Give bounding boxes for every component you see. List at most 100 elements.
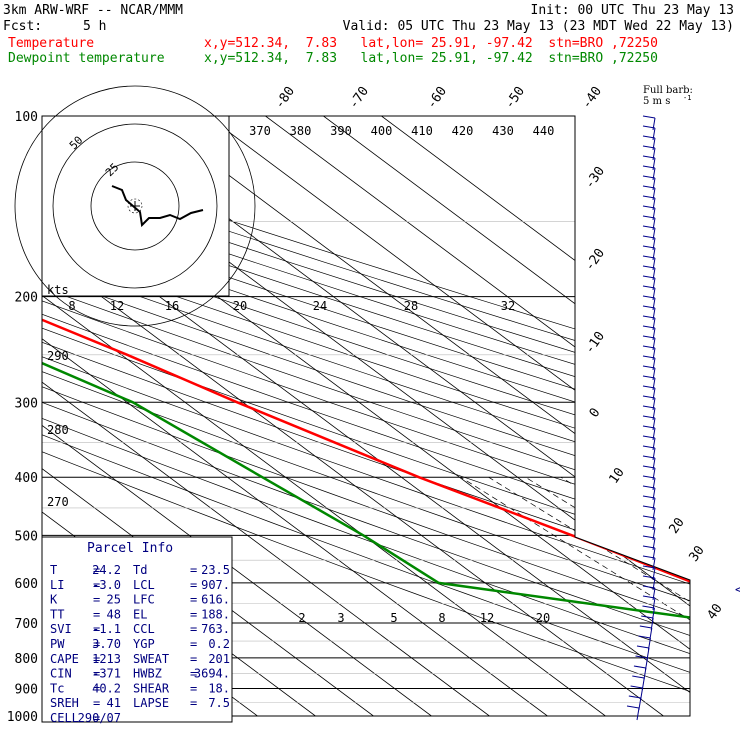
wind-barb-flag [642,135,656,139]
isotherm-line [381,116,690,716]
wind-barb-flag [642,285,656,289]
forecast-label: Fcst: [3,19,43,34]
pressure-label: 900 [15,683,38,698]
wind-barb-flag [642,145,656,149]
parcel-info-key: LFC [133,593,155,607]
isotherm-label: -30 [582,164,608,192]
wind-barb-flag [642,545,656,549]
theta-label: 410 [411,124,433,138]
parcel-info-value: 1213 [92,652,121,666]
theta-label: 440 [533,124,555,138]
mixing-ratio-label: 12 [480,611,494,625]
init-time: Init: 00 UTC Thu 23 May 13 [530,3,735,18]
isotherm-label: -60 [424,84,450,112]
parcel-info-key: CIN [50,667,72,681]
pressure-label: 200 [15,291,38,306]
parcel-info-eq: = [190,607,197,621]
wind-barb-flag [642,315,656,319]
barb-legend-exponent: -1 [683,94,692,102]
parcel-info-key: LAPSE [133,696,169,710]
hodo-ring-inner [127,198,143,214]
wind-barb-flag [642,125,656,129]
hodograph [14,85,256,327]
parcel-info-value: -1.1 [92,622,121,636]
wind-barb-flag [642,175,656,179]
wind-barb-flag [639,625,652,629]
hodo-axis-label: 32 [501,299,515,313]
wind-barb-flag [642,515,656,519]
parcel-info-eq: = [190,667,197,681]
parcel-info-value: 201 [208,652,230,666]
parcel-info-value: 7.5 [208,696,230,710]
parcel-info-eq: = [93,622,100,636]
wind-barb-staff [636,707,640,721]
parcel-info-key: LI [50,578,64,592]
isotherm-line [42,116,374,716]
parcel-info-value: 907. [201,578,230,592]
pressure-label: 100 [15,110,38,125]
parcel-info-key: Td [133,563,147,577]
pressure-label: 600 [15,577,38,592]
parcel-info-eq: = [190,593,197,607]
dewpoint-legend-info: x,y=512.34, 7.83 lat,lon= 25.91, -97.42 … [204,51,658,66]
wind-barb-staff [640,687,644,701]
wind-barb-flag [642,525,656,529]
wind-barb-flag [642,375,656,379]
wind-barb-flag [642,215,656,219]
wind-barb-flag [642,565,656,569]
isotherm-label: -50 [502,84,528,112]
parcel-info-key: CELL [50,711,79,725]
isotherm-label: -10 [582,329,608,357]
wind-barb-flag [642,465,656,469]
parcel-info-eq: = [93,711,100,725]
parcel-info-key: TT [50,607,64,621]
parcel-info-value: 48 [107,607,121,621]
wind-barb-flag [642,275,656,279]
theta-label: 420 [452,124,474,138]
hodo-unit-label: kts [47,283,69,297]
wind-barb-flag [642,435,656,439]
parcel-info-eq: = [190,696,197,710]
barb-legend-line1: Full barb: [643,85,693,96]
parcel-info-value: 40.2 [92,681,121,695]
isotherm-line [323,116,690,716]
wind-barb-flag [642,485,656,489]
wind-barb-flag [642,165,656,169]
parcel-info-value: 41 [107,696,121,710]
valid-time: Valid: 05 UTC Thu 23 May 13 (23 MDT Wed … [342,19,734,34]
mixing-ratio-label: 2 [298,611,305,625]
mixing-ratio-line [488,476,690,716]
hodograph-trace [111,185,204,228]
wind-barb-flag [642,535,656,539]
parcel-info-value: 763. [201,622,230,636]
level-marker-label: <-LFC [735,583,740,597]
wind-barbs [626,115,656,721]
dewpoint-profile [42,116,690,716]
parcel-info-key: T [50,563,57,577]
isotherm-label: 40 [704,601,725,622]
isotherm-line [42,116,664,716]
parcel-info-value: 24.2 [92,563,121,577]
wind-barb-flag [642,265,656,269]
wind-barb-flag [632,675,645,679]
parcel-info-key: SVI [50,622,72,636]
wind-barb-flag [642,345,656,349]
isotherm-label: 30 [686,543,707,564]
wind-barb-flag [642,385,656,389]
parcel-info-key: EL [133,607,147,621]
parcel-info-eq: = [93,637,100,651]
wind-barb-flag [642,425,656,429]
wind-barb-flag [642,445,656,449]
wind-barb-flag [633,665,646,669]
theta-label: 380 [290,124,312,138]
temperature-profile [42,116,690,716]
parcel-info-key: PW [50,637,65,651]
wind-barb-flag [642,185,656,189]
parcel-info-key: LCL [133,578,155,592]
mixing-ratio-line [669,476,690,716]
wind-barb-flag [626,705,640,709]
parcel-info-key: HWBZ [133,667,162,681]
parcel-info-eq: = [93,696,100,710]
hodo-ring-25 [90,161,180,251]
wind-barb-flag [635,655,648,659]
